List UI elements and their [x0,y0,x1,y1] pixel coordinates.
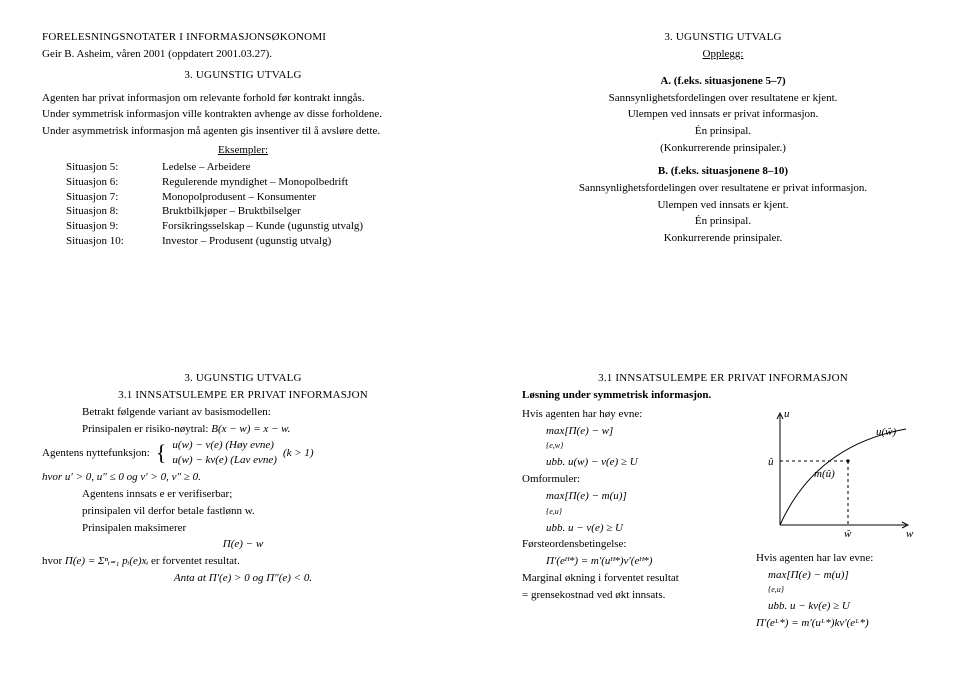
utility-label: Agentens nyttefunksjon: [42,446,150,461]
q3-derivatives: hvor u′ > 0, u″ ≤ 0 og v′ > 0, v″ ≥ 0. [42,470,444,485]
graph-uhat-label: û [768,456,774,468]
q4-heading: Løsning under symmetrisk informasjon. [522,388,924,403]
q4-indright -col: u w û ŵ u(ŵ) m(û) Hvis agenten har lav e… [756,405,924,633]
q2-b-l3: Én prinsipal. [522,214,924,229]
examples-list: Situasjon 5: Ledelse – Arbeidere Situasj… [42,160,444,249]
q3-p2: Prinsipalen er risiko-nøytral: B(x − w) … [82,422,444,437]
section-heading: 3. UGUNSTIG UTVALG [42,371,444,386]
q3-p3: Agentens innsats e er verifiserbar; [82,487,444,502]
q4-hoy-ubb: ubb. u(w) − v(e) ≥ U [546,455,748,470]
q4-marg-l1: Marginal økning i forventet resultat [522,571,748,586]
example-row: Situasjon 10: Investor – Produsent (ugun… [66,234,444,249]
example-label: Situasjon 6: [66,175,144,190]
section-heading: 3. UGUNSTIG UTVALG [42,68,444,83]
example-text: Monopolprodusent – Konsumenter [162,190,316,205]
slide-1: FORELESNINGSNOTATER I INFORMASJONSØKONOM… [0,0,480,341]
example-label: Situasjon 7: [66,190,144,205]
utility-function: Agentens nyttefunksjon: { u(w) − v(e) (H… [42,438,444,468]
example-label: Situasjon 10: [66,234,144,249]
slide-2: 3. UGUNSTIG UTVALG Opplegg: A. (f.eks. s… [480,0,960,341]
example-row: Situasjon 7: Monopolprodusent – Konsumen… [66,190,444,205]
q1-p2: Under symmetrisk informasjon ville kontr… [42,107,444,122]
utility-high: u(w) − v(e) (Høy evne) [172,438,277,453]
q3-p7: Anta at Π′(e) > 0 og Π″(e) < 0. [42,571,444,586]
q4-columns: Hvis agenten har høy evne: max[Π(e) − w]… [522,405,924,633]
example-row: Situasjon 8: Bruktbilkjøper – Bruktbilse… [66,204,444,219]
examples-heading: Eksempler: [42,143,444,158]
q2-a-l3: Én prinsipal. [522,124,924,139]
q4-lav-ubb: ubb. u − kv(e) ≥ U [768,599,924,614]
slide-4: 3.1 INNSATSULEMPE ER PRIVAT INFORMASJON … [480,341,960,682]
example-text: Forsikringsselskap – Kunde (ugunstig utv… [162,219,363,234]
q2-a-l2: Ulempen ved innsats er privat informasjo… [522,107,924,122]
q2-a-l1: Sannsynlighetsfordelingen over resultate… [522,91,924,106]
q4-omf-max: max[Π(e) − m(u)] {e,u} [546,489,748,519]
q3-p5-math: Π(e) − w [42,537,444,552]
opplegg-heading: Opplegg: [522,47,924,62]
utility-cases: u(w) − v(e) (Høy evne) u(w) − kv(e) (Lav… [172,438,277,468]
subsection-heading: 3.1 INNSATSULEMPE ER PRIVAT INFORMASJON [522,371,924,386]
q4-lav-foc: Π′(eᴸ*) = m′(uᴸ*)kv′(eᴸ*) [756,616,924,631]
example-text: Regulerende myndighet – Monopolbedrift [162,175,348,190]
example-row: Situasjon 6: Regulerende myndighet – Mon… [66,175,444,190]
example-label: Situasjon 8: [66,204,144,219]
q1-p3: Under asymmetrisk informasjon må agenten… [42,124,444,139]
q4-marg-l2: = grensekostnad ved økt innsats. [522,588,748,603]
q4-left-col: Hvis agenten har høy evne: max[Π(e) − w]… [522,405,748,633]
q4-omf-ubb: ubb. u − v(e) ≥ U [546,521,748,536]
graph-w-label: w [906,528,914,540]
q4-foc-math: Π′(eᴴ*) = m′(uᴴ*)v′(eᴴ*) [546,554,748,569]
q2-b-title: B. (f.eks. situasjonene 8–10) [522,164,924,179]
q3-p1: Betrakt følgende variant av basismodelle… [82,405,444,420]
utility-graph: u w û ŵ u(ŵ) m(û) [756,405,916,545]
utility-low: u(w) − kv(e) (Lav evne) [172,453,277,468]
example-row: Situasjon 5: Ledelse – Arbeidere [66,160,444,175]
q4-hoy-max: max[Π(e) − w] {e,w} [546,424,748,454]
q4-foc-l: Førsteordensbetingelse: [522,537,748,552]
q4-lav-l1: Hvis agenten har lav evne: [756,551,924,566]
graph-u-label: u [784,408,790,420]
graph-point-label: m(û) [814,468,835,480]
subsection-heading: 3.1 INNSATSULEMPE ER PRIVAT INFORMASJON [42,388,444,403]
q3-p5: Prinsipalen maksimerer [82,521,444,536]
author-line: Geir B. Asheim, våren 2001 (oppdatert 20… [42,47,444,62]
brace-icon: { [156,444,167,462]
q4-hoy-l1: Hvis agenten har høy evne: [522,407,748,422]
q3-p4: prinsipalen vil derfor betale fastlønn w… [82,504,444,519]
page-grid: FORELESNINGSNOTATER I INFORMASJONSØKONOM… [0,0,960,682]
utility-k: (k > 1) [283,446,314,461]
course-title: FORELESNINGSNOTATER I INFORMASJONSØKONOM… [42,30,444,45]
q2-b-l1: Sannsynlighetsfordelingen over resultate… [522,181,924,196]
q1-p1: Agenten har privat informasjon om releva… [42,91,444,106]
q2-b-l2: Ulempen ved innsats er kjent. [522,198,924,213]
graph-what-label: ŵ [844,528,852,540]
example-text: Ledelse – Arbeidere [162,160,251,175]
example-label: Situasjon 5: [66,160,144,175]
q2-b-l4: Konkurrerende prinsipaler. [522,231,924,246]
example-row: Situasjon 9: Forsikringsselskap – Kunde … [66,219,444,234]
example-label: Situasjon 9: [66,219,144,234]
slide-3: 3. UGUNSTIG UTVALG 3.1 INNSATSULEMPE ER … [0,341,480,682]
q3-p6: hvor Π(e) = Σⁿᵢ₌₁ pᵢ(e)xᵢ er forventet r… [42,554,444,569]
q4-omf-l: Omformuler: [522,472,748,487]
q2-a-title: A. (f.eks. situasjonene 5–7) [522,74,924,89]
q2-a-l4: (Konkurrerende prinsipaler.) [522,141,924,156]
q4-lav-max: max[Π(e) − m(u)] {e,u} [768,568,924,598]
example-text: Investor – Produsent (ugunstig utvalg) [162,234,331,249]
section-heading: 3. UGUNSTIG UTVALG [522,30,924,45]
example-text: Bruktbilkjøper – Bruktbilselger [162,204,301,219]
graph-curve-label: u(ŵ) [876,426,897,438]
